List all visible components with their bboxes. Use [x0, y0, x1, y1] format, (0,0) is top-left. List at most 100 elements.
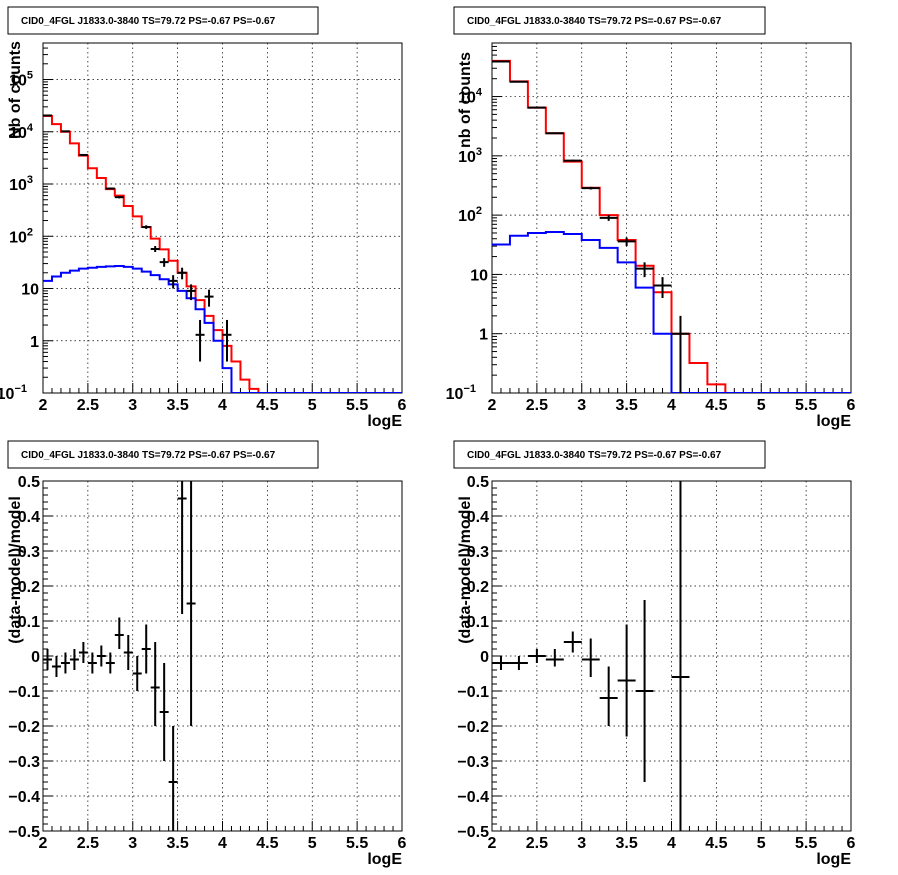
y-tick-exponent: 2	[27, 226, 33, 238]
y-axis-title: nb of counts	[457, 52, 474, 148]
x-tick-label: 5.5	[795, 397, 817, 414]
y-tick-label: −0.4	[8, 789, 40, 806]
chart-title-box	[7, 440, 319, 469]
y-tick-exponent: 5	[27, 70, 33, 82]
x-tick-label: 6	[398, 397, 407, 414]
y-tick-base: 10	[458, 149, 476, 166]
y-tick-label: 103	[458, 146, 482, 166]
x-tick-label: 2.5	[77, 397, 99, 414]
x-tick-label: 2	[488, 835, 497, 852]
y-tick-label: 104	[458, 87, 483, 107]
x-tick-label: 3.5	[616, 397, 638, 414]
x-tick-label: 3.5	[616, 835, 638, 852]
x-tick-label: 5	[308, 835, 317, 852]
y-tick-label: −0.3	[457, 754, 489, 771]
x-tick-label: 3	[577, 835, 586, 852]
x-tick-label: 3.5	[167, 397, 189, 414]
data-layer	[43, 114, 402, 393]
y-tick-label: 102	[9, 226, 33, 246]
y-tick-label: 0	[31, 649, 40, 666]
y-tick-exponent: 3	[476, 146, 482, 158]
chart-title: CID0_4FGL J1833.0-3840 TS=79.72 PS=-0.67…	[467, 450, 722, 461]
x-axis-title: logE	[367, 851, 402, 868]
y-tick-base: 10	[9, 177, 27, 194]
y-axis-title: Nb of counts	[7, 41, 24, 139]
x-tick-label: 4	[667, 397, 676, 414]
y-tick-label: 0	[480, 649, 489, 666]
y-tick-label: 0.2	[467, 579, 489, 596]
y-tick-label: 10−1	[446, 383, 476, 403]
y-tick-label: 10−1	[0, 383, 27, 403]
y-tick-exponent: −1	[463, 383, 476, 395]
chart-panel-1: CID0_4FGL J1833.0-3840 TS=79.72 PS=-0.67…	[0, 6, 407, 430]
y-tick-label: 1	[30, 334, 39, 351]
x-tick-label: 5.5	[346, 397, 368, 414]
chart-title-box	[453, 6, 766, 35]
chart-title: CID0_4FGL J1833.0-3840 TS=79.72 PS=-0.67…	[21, 16, 276, 27]
x-tick-label: 2	[39, 835, 48, 852]
y-tick-label: −0.2	[457, 719, 489, 736]
y-tick-label: 0.1	[467, 614, 489, 631]
y-tick-label: −0.4	[457, 789, 489, 806]
y-tick-exponent: 2	[476, 205, 482, 217]
x-tick-label: 2	[39, 397, 48, 414]
x-tick-label: 5	[308, 397, 317, 414]
x-axis-title: logE	[367, 413, 402, 430]
y-tick-label: 102	[458, 205, 482, 225]
y-tick-label: −0.3	[8, 754, 40, 771]
y-axis-title: (data-model)/model	[457, 496, 474, 644]
y-tick-base: 10	[458, 208, 476, 225]
x-tick-label: 6	[847, 397, 856, 414]
y-tick-label: 104	[9, 122, 34, 142]
y-tick-label: 0.4	[18, 509, 40, 526]
x-tick-label: 5.5	[346, 835, 368, 852]
x-tick-label: 2	[488, 397, 497, 414]
series-line-2	[43, 264, 402, 393]
x-tick-label: 3.5	[167, 835, 189, 852]
x-tick-label: 6	[847, 835, 856, 852]
x-tick-label: 4	[667, 835, 676, 852]
x-tick-label: 5	[757, 835, 766, 852]
x-tick-label: 2.5	[77, 835, 99, 852]
y-tick-label: 0.3	[18, 544, 40, 561]
data-layer	[492, 59, 851, 393]
y-tick-label: −0.2	[8, 719, 40, 736]
x-tick-label: 5.5	[795, 835, 817, 852]
x-tick-label: 3	[128, 835, 137, 852]
y-tick-label: −0.5	[8, 824, 40, 841]
x-tick-label: 4	[218, 835, 227, 852]
y-tick-label: 0.1	[18, 614, 40, 631]
series-line-1	[43, 115, 402, 393]
y-tick-label: 0.5	[18, 474, 40, 491]
y-tick-exponent: −1	[14, 383, 27, 395]
data-layer	[43, 481, 196, 831]
x-tick-label: 4.5	[705, 397, 727, 414]
x-tick-label: 3	[128, 397, 137, 414]
x-axis-title: logE	[816, 413, 851, 430]
x-tick-label: 3	[577, 397, 586, 414]
y-tick-base: 10	[9, 125, 27, 142]
y-tick-label: 10	[21, 282, 39, 299]
series-line-2	[492, 230, 851, 393]
chart-panel-2: CID0_4FGL J1833.0-3840 TS=79.72 PS=-0.67…	[446, 6, 856, 430]
y-tick-base: 10	[9, 229, 27, 246]
y-tick-label: −0.1	[457, 684, 489, 701]
x-tick-label: 4.5	[256, 397, 278, 414]
chart-title-box	[7, 6, 319, 35]
y-tick-base: 10	[9, 73, 27, 90]
x-tick-label: 6	[398, 835, 407, 852]
x-tick-label: 2.5	[526, 397, 548, 414]
y-tick-label: 103	[9, 174, 33, 194]
y-tick-label: 0.5	[467, 474, 489, 491]
chart-title-box	[453, 440, 766, 469]
x-tick-label: 5	[757, 397, 766, 414]
y-tick-label: −0.1	[8, 684, 40, 701]
y-tick-base: 10	[446, 386, 464, 403]
y-tick-label: 0.3	[467, 544, 489, 561]
y-tick-label: 0.4	[467, 509, 489, 526]
y-tick-label: −0.5	[457, 824, 489, 841]
y-tick-label: 0.2	[18, 579, 40, 596]
x-tick-label: 4.5	[705, 835, 727, 852]
x-axis-title: logE	[816, 851, 851, 868]
